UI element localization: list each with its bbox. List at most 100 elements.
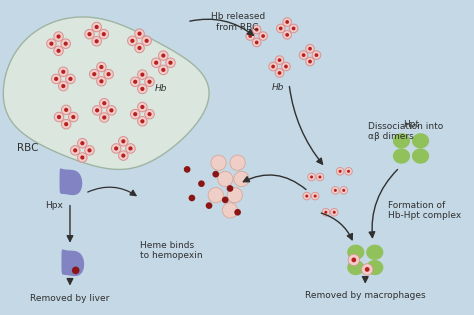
Circle shape xyxy=(159,51,168,60)
Circle shape xyxy=(283,31,292,39)
Circle shape xyxy=(306,44,314,53)
Circle shape xyxy=(61,84,65,88)
Circle shape xyxy=(102,101,106,105)
Circle shape xyxy=(49,42,54,46)
Circle shape xyxy=(302,53,305,57)
Circle shape xyxy=(69,112,78,122)
Circle shape xyxy=(340,186,347,194)
Circle shape xyxy=(348,254,360,266)
Circle shape xyxy=(142,36,151,46)
Circle shape xyxy=(278,71,282,75)
Circle shape xyxy=(100,113,109,122)
Circle shape xyxy=(292,26,295,30)
Circle shape xyxy=(168,60,173,65)
Circle shape xyxy=(161,54,165,58)
Circle shape xyxy=(100,99,109,108)
Polygon shape xyxy=(366,260,383,275)
Circle shape xyxy=(137,102,147,112)
Circle shape xyxy=(72,266,80,274)
Circle shape xyxy=(283,18,292,26)
Circle shape xyxy=(312,51,321,60)
Circle shape xyxy=(128,146,133,151)
Circle shape xyxy=(87,148,91,152)
Circle shape xyxy=(365,267,370,272)
Circle shape xyxy=(56,34,61,39)
Circle shape xyxy=(85,29,94,39)
Circle shape xyxy=(102,32,106,36)
Circle shape xyxy=(64,108,68,112)
Circle shape xyxy=(338,170,342,173)
Circle shape xyxy=(57,115,61,119)
Circle shape xyxy=(71,146,80,155)
Circle shape xyxy=(212,171,219,178)
Circle shape xyxy=(306,57,314,66)
Circle shape xyxy=(137,32,142,36)
Circle shape xyxy=(59,81,68,91)
Circle shape xyxy=(133,80,137,84)
Circle shape xyxy=(87,32,91,36)
Circle shape xyxy=(66,74,75,84)
Circle shape xyxy=(107,72,110,76)
Circle shape xyxy=(99,29,109,39)
Circle shape xyxy=(261,34,265,38)
Circle shape xyxy=(303,192,310,200)
Text: Hb released
from RBC: Hb released from RBC xyxy=(210,12,265,32)
Circle shape xyxy=(137,117,147,126)
Circle shape xyxy=(246,32,255,40)
Circle shape xyxy=(78,153,87,162)
Circle shape xyxy=(324,211,328,214)
Circle shape xyxy=(322,209,329,216)
Circle shape xyxy=(61,70,65,74)
Circle shape xyxy=(54,46,64,55)
Circle shape xyxy=(227,185,233,192)
Circle shape xyxy=(316,173,324,181)
Circle shape xyxy=(289,24,298,33)
Circle shape xyxy=(252,38,261,47)
Circle shape xyxy=(342,189,345,192)
Circle shape xyxy=(310,175,313,179)
Circle shape xyxy=(54,77,58,81)
Circle shape xyxy=(330,209,338,216)
Circle shape xyxy=(90,69,99,79)
Circle shape xyxy=(100,79,103,83)
Circle shape xyxy=(135,29,144,38)
Circle shape xyxy=(118,151,128,160)
Text: Hb: Hb xyxy=(272,83,284,92)
Circle shape xyxy=(279,26,283,30)
Circle shape xyxy=(333,211,336,214)
Circle shape xyxy=(78,139,87,148)
Circle shape xyxy=(189,195,195,201)
Circle shape xyxy=(227,187,242,203)
Circle shape xyxy=(337,168,344,175)
Circle shape xyxy=(137,70,147,79)
Circle shape xyxy=(314,195,317,198)
Circle shape xyxy=(275,69,284,77)
Text: Dissociation into
αβ dimers: Dissociation into αβ dimers xyxy=(368,122,443,141)
Circle shape xyxy=(135,43,144,53)
Circle shape xyxy=(145,77,154,87)
Circle shape xyxy=(100,65,103,69)
Polygon shape xyxy=(366,245,383,260)
Circle shape xyxy=(282,62,290,71)
Circle shape xyxy=(362,264,373,275)
Circle shape xyxy=(299,51,308,60)
Circle shape xyxy=(151,58,161,67)
Polygon shape xyxy=(393,133,410,148)
Circle shape xyxy=(92,22,101,32)
Circle shape xyxy=(145,39,149,43)
Circle shape xyxy=(345,168,352,175)
Circle shape xyxy=(347,170,350,173)
Circle shape xyxy=(206,202,212,209)
Circle shape xyxy=(85,146,94,155)
Circle shape xyxy=(137,46,142,50)
Circle shape xyxy=(140,105,145,109)
Polygon shape xyxy=(60,169,82,195)
Circle shape xyxy=(95,108,99,112)
Text: Heme binds
to hemopexin: Heme binds to hemopexin xyxy=(139,241,202,260)
Circle shape xyxy=(107,106,116,115)
Circle shape xyxy=(92,72,96,76)
Circle shape xyxy=(121,153,126,158)
Circle shape xyxy=(230,155,245,170)
Circle shape xyxy=(234,171,249,186)
Circle shape xyxy=(59,67,68,77)
